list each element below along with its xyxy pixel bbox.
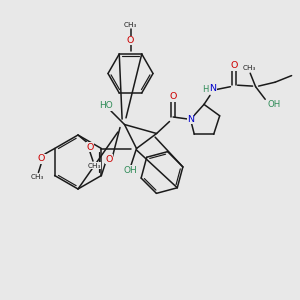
Text: N: N	[209, 84, 217, 93]
Text: O: O	[169, 92, 177, 101]
Text: N: N	[187, 115, 194, 124]
Text: HO: HO	[99, 101, 113, 110]
Text: O: O	[38, 154, 45, 163]
Text: O: O	[230, 61, 238, 70]
Text: OH: OH	[267, 100, 280, 109]
Text: O: O	[86, 143, 94, 152]
Text: CH₃: CH₃	[124, 22, 137, 28]
Text: CH₃: CH₃	[243, 65, 256, 71]
Text: CH₃: CH₃	[31, 174, 44, 180]
Text: H: H	[202, 85, 209, 94]
Text: O: O	[127, 36, 134, 45]
Text: CH₃: CH₃	[87, 163, 101, 169]
Text: O: O	[105, 154, 112, 164]
Text: OH: OH	[124, 166, 137, 175]
